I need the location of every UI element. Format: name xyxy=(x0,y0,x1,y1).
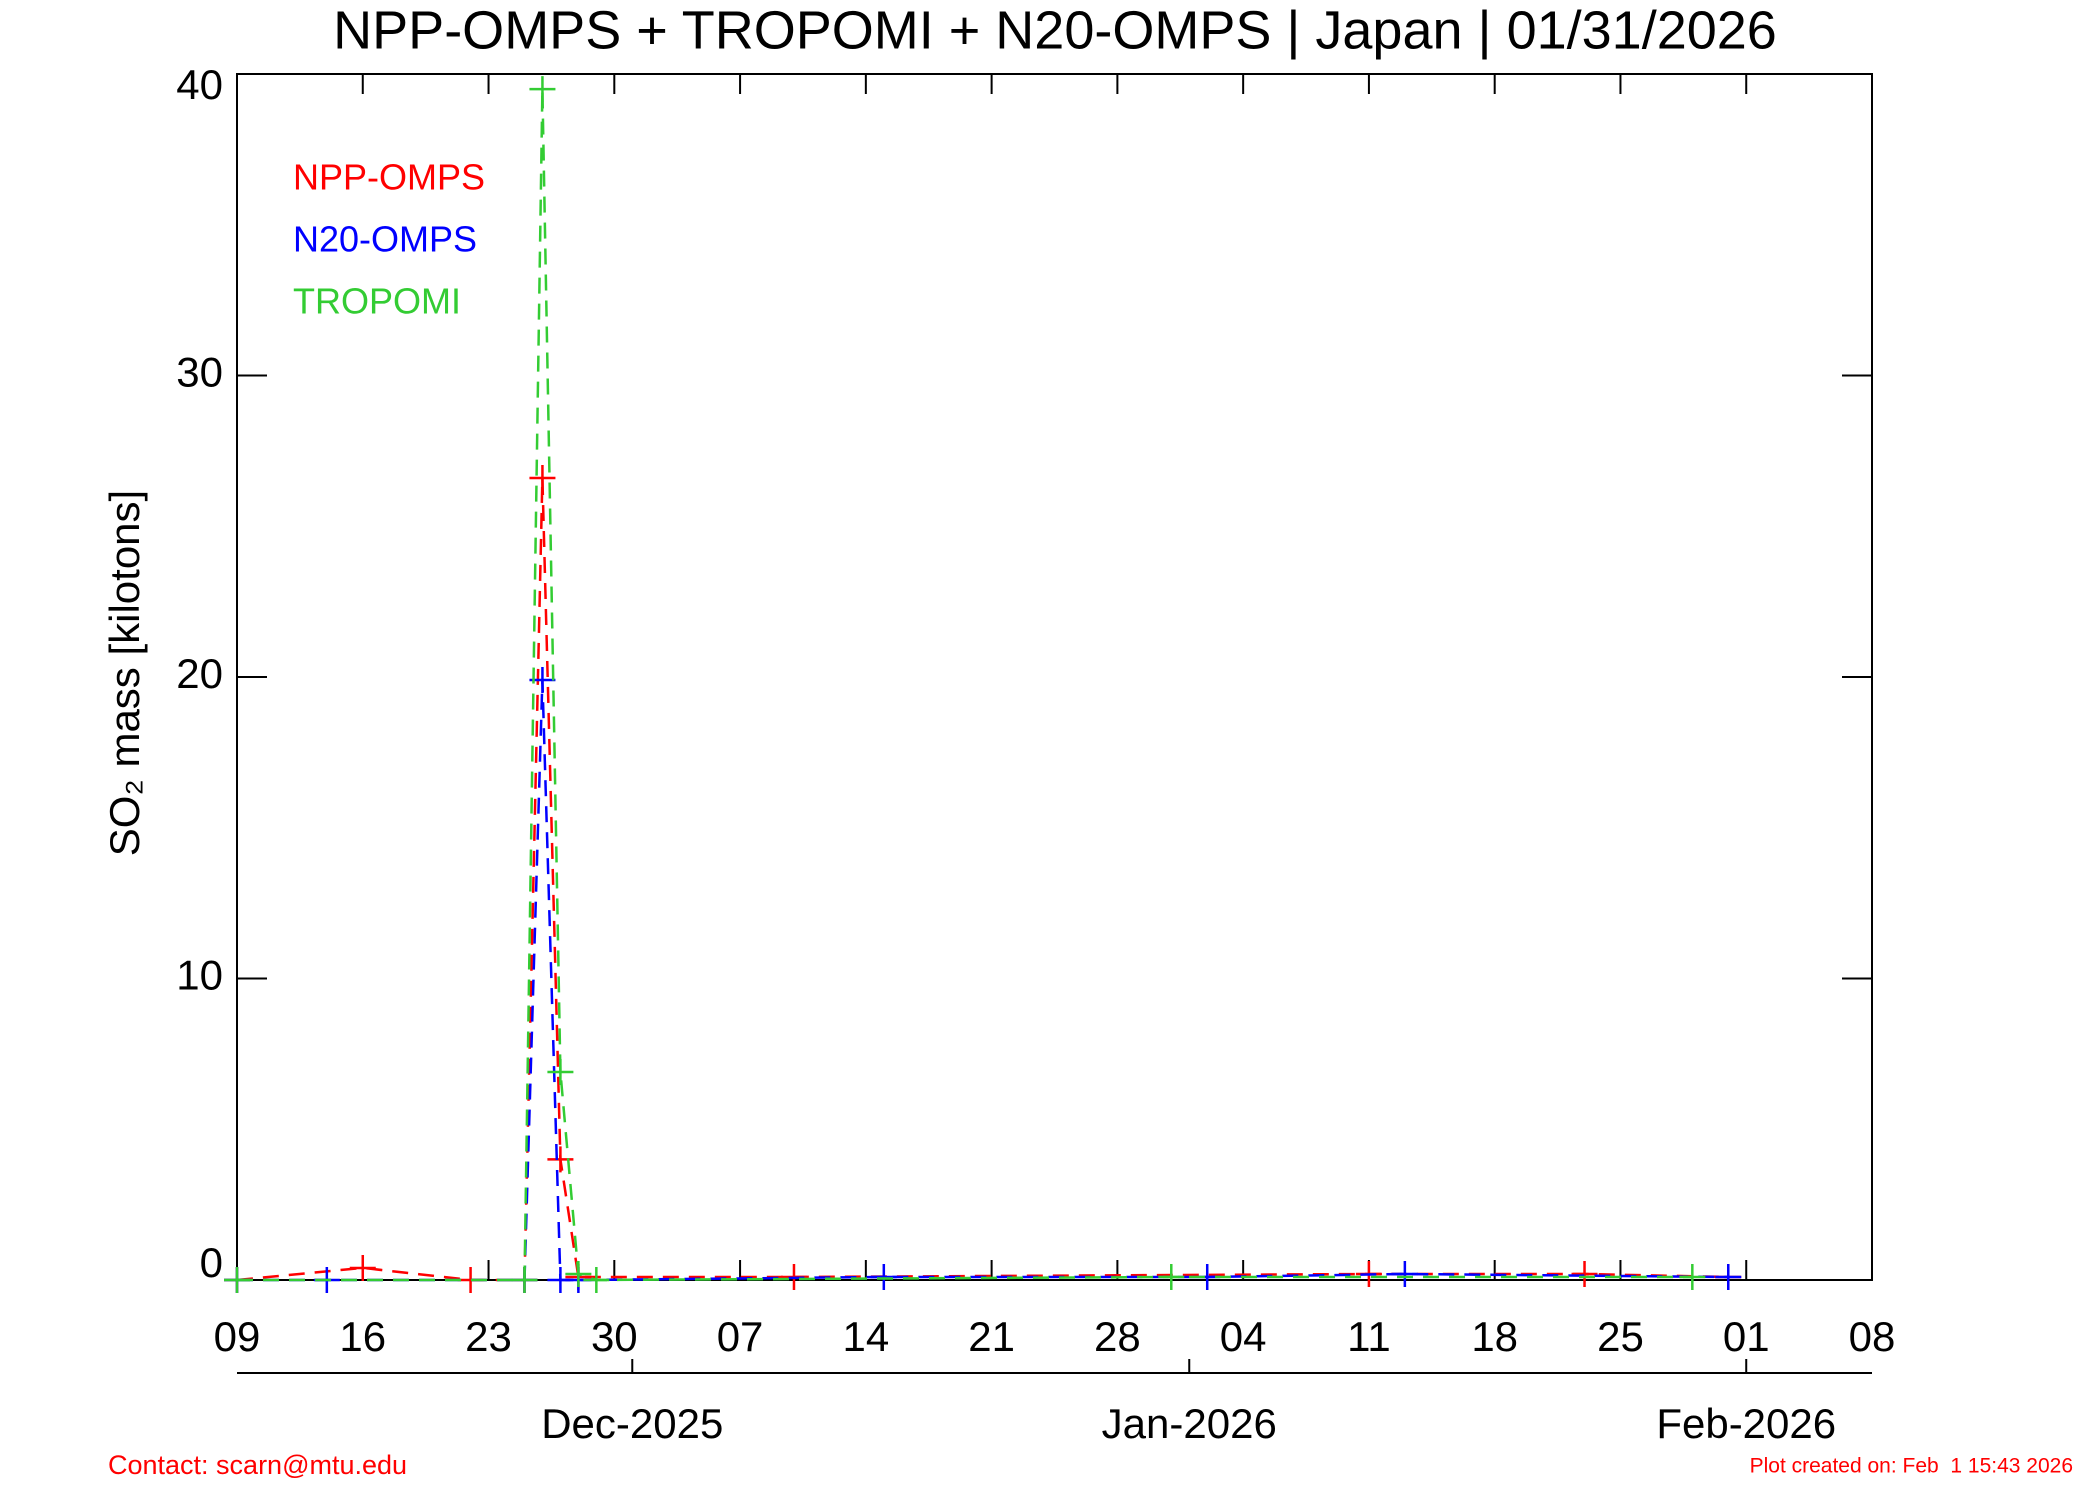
data-point xyxy=(1715,1263,1742,1290)
data-point xyxy=(529,76,556,103)
created-note: Plot created on: Feb 1 15:43 2026 xyxy=(1750,1455,2073,1478)
x-tick-label: 11 xyxy=(1347,1313,1391,1360)
y-tick-label: 0 xyxy=(200,1239,223,1286)
x-tick-label: 18 xyxy=(1471,1313,1518,1360)
legend-entry: TROPOMI xyxy=(293,281,461,322)
x-tick-label: 21 xyxy=(968,1313,1015,1360)
x-tick-label: 23 xyxy=(465,1313,512,1360)
x-tick-label: 14 xyxy=(842,1313,889,1360)
data-point xyxy=(1679,1263,1706,1290)
y-tick-label: 40 xyxy=(176,61,223,108)
x-tick-label: 08 xyxy=(1849,1313,1896,1360)
data-point xyxy=(565,1260,592,1287)
data-point xyxy=(511,1267,538,1293)
x-tick-label: 04 xyxy=(1220,1313,1267,1360)
y-tick-label: 30 xyxy=(176,349,223,396)
data-point xyxy=(1391,1260,1418,1287)
data-point xyxy=(870,1263,897,1290)
x-tick-label: 07 xyxy=(717,1313,764,1360)
y-axis-label: SO₂ mass [kilotons] xyxy=(101,490,148,856)
y-tick-label: 10 xyxy=(176,952,223,999)
month-label: Jan-2026 xyxy=(1102,1400,1277,1447)
legend-entry: N20-OMPS xyxy=(293,219,477,260)
chart-title: NPP-OMPS + TROPOMI + N20-OMPS | Japan | … xyxy=(333,0,1777,60)
series-line xyxy=(237,679,1729,1282)
data-point xyxy=(529,465,556,492)
data-point xyxy=(224,1267,250,1293)
series-line xyxy=(237,89,1693,1282)
month-label: Feb-2026 xyxy=(1656,1400,1836,1447)
x-tick-label: 16 xyxy=(339,1313,386,1360)
contact: Contact: scarn@mtu.edu xyxy=(108,1450,407,1480)
data-point xyxy=(1571,1260,1598,1287)
x-tick-label: 30 xyxy=(591,1313,638,1360)
x-tick-label: 25 xyxy=(1597,1313,1644,1360)
month-label: Dec-2025 xyxy=(541,1400,723,1447)
x-tick-label: 09 xyxy=(214,1313,261,1360)
data-point xyxy=(1158,1263,1185,1290)
data-point xyxy=(547,1058,574,1085)
data-point xyxy=(583,1267,610,1293)
legend-entry: NPP-OMPS xyxy=(293,157,485,198)
y-tick-label: 20 xyxy=(176,650,223,697)
series-line xyxy=(236,477,1729,1282)
data-point xyxy=(349,1254,376,1281)
plot-frame xyxy=(236,73,1873,1281)
x-tick-label: 28 xyxy=(1094,1313,1141,1360)
x-tick-label: 01 xyxy=(1723,1313,1770,1360)
